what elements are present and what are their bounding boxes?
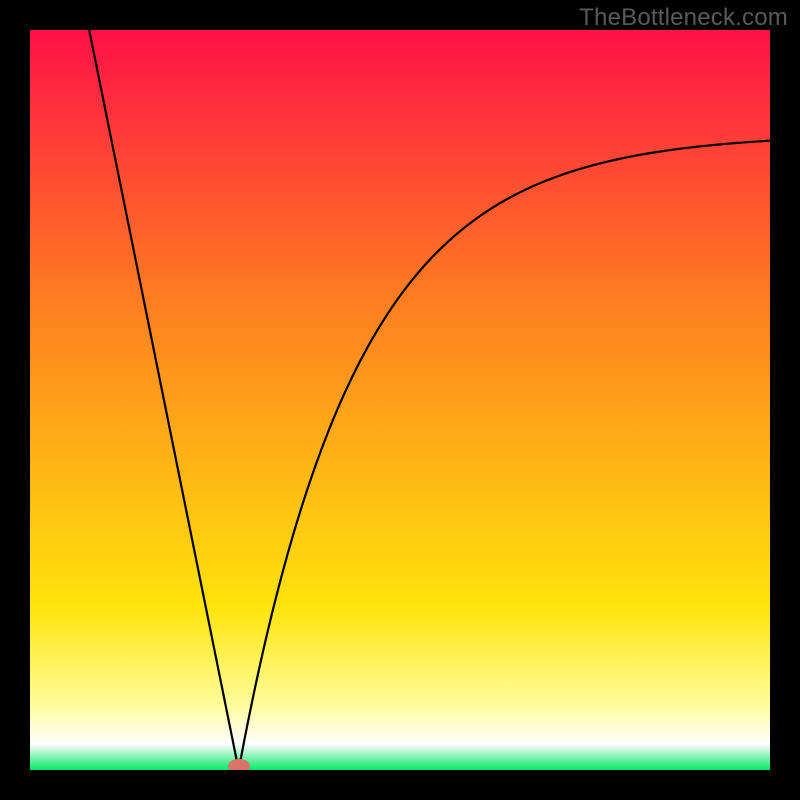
watermark-text: TheBottleneck.com	[579, 4, 788, 32]
bottleneck-curve	[30, 30, 770, 770]
plot-area	[30, 30, 770, 770]
chart-container: TheBottleneck.com	[0, 0, 800, 800]
minimum-marker	[228, 759, 250, 770]
curve-path	[89, 30, 770, 765]
